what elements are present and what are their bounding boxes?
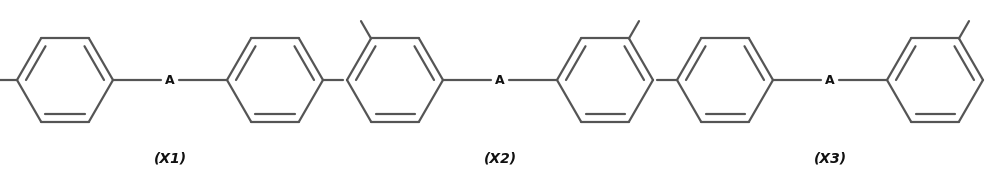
Text: A: A — [825, 73, 835, 87]
Text: (X2): (X2) — [483, 151, 517, 165]
Text: A: A — [495, 73, 505, 87]
Text: A: A — [165, 73, 175, 87]
Text: (X1): (X1) — [153, 151, 187, 165]
Text: (X3): (X3) — [813, 151, 847, 165]
